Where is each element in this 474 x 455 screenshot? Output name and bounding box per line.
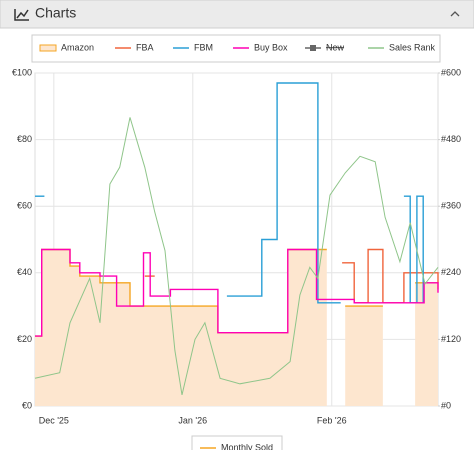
- header-bar: [0, 0, 474, 29]
- legend-label: FBM: [194, 42, 213, 52]
- y2-tick-label: #360: [441, 201, 461, 211]
- y-tick-label: €0: [22, 400, 32, 410]
- x-tick-label: Feb '26: [317, 415, 347, 425]
- legend-label: New: [326, 42, 345, 52]
- legend-label: Buy Box: [254, 42, 288, 52]
- y-tick-label: €60: [17, 201, 32, 211]
- x-tick-label: Dec '25: [39, 415, 69, 425]
- legend-label: FBA: [136, 42, 154, 52]
- legend-swatch: [39, 44, 57, 52]
- y-tick-label: €80: [17, 134, 32, 144]
- legend-swatch: [310, 45, 316, 51]
- legend-label: Amazon: [61, 42, 94, 52]
- x-tick-label: Jan '26: [178, 415, 207, 425]
- series-line: [226, 82, 341, 304]
- area: [35, 249, 327, 406]
- y2-tick-label: #600: [441, 67, 461, 77]
- series-line: [35, 248, 439, 337]
- legend-label: Monthly Sold: [221, 442, 273, 450]
- series-line: [342, 248, 439, 304]
- legend-label: Sales Rank: [389, 42, 436, 52]
- header-title: Charts: [35, 5, 76, 21]
- y2-tick-label: #120: [441, 334, 461, 344]
- collapse-caret[interactable]: [450, 11, 460, 17]
- y2-tick-label: #0: [441, 400, 451, 410]
- y2-tick-label: #240: [441, 267, 461, 277]
- chart-icon: [14, 9, 29, 21]
- series-line: [34, 117, 439, 396]
- y-tick-label: €20: [17, 334, 32, 344]
- area: [415, 282, 438, 406]
- area: [345, 306, 383, 406]
- y-tick-label: €40: [17, 267, 32, 277]
- y2-tick-label: #480: [441, 134, 461, 144]
- y-tick-label: €100: [12, 67, 32, 77]
